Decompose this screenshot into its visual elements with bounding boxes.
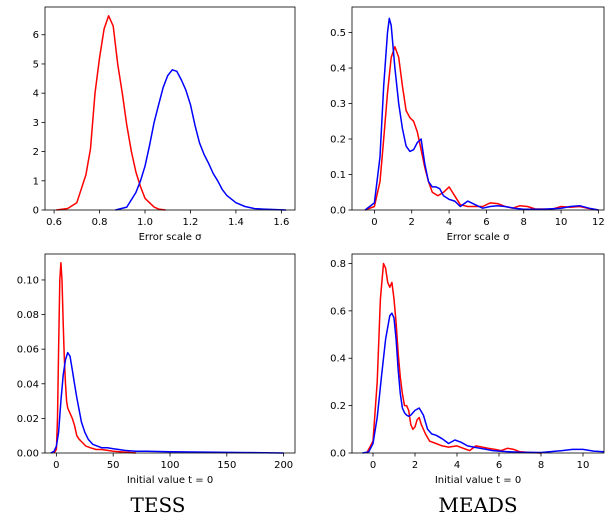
y-tick-label: 6 (33, 30, 39, 41)
series-line-2 (115, 69, 286, 211)
y-tick-label: 0.02 (17, 414, 39, 425)
y-tick-label: 4 (33, 89, 39, 100)
x-tick-label: 200 (274, 460, 293, 471)
y-tick-label: 3 (33, 118, 39, 129)
x-tick-label: 4 (454, 460, 460, 471)
x-axis-label: Initial value t = 0 (127, 475, 213, 486)
series-line-1 (364, 45, 599, 211)
y-tick-label: 0.10 (17, 275, 39, 286)
caption-right: MEADS (438, 493, 517, 517)
caption-left: TESS (131, 493, 186, 517)
x-tick-label: 4 (446, 217, 452, 228)
y-tick-label: 5 (33, 59, 39, 70)
panel-top-right: 0 2 4 6 8 10 12 0.0 0.1 0.2 0.3 0.4 0.5 Error scale σ (330, 6, 605, 243)
series-line-2 (362, 312, 605, 454)
x-tick-label: 10 (555, 217, 568, 228)
x-tick-label: 2 (412, 460, 418, 471)
y-tick-label: 0.4 (330, 64, 346, 75)
x-tick-label: 6 (483, 217, 489, 228)
x-tick-label: 50 (107, 460, 120, 471)
series-line-2 (364, 17, 599, 211)
y-tick-label: 0.4 (330, 354, 346, 365)
x-tick-label: 8 (538, 460, 544, 471)
x-tick-label: 0 (371, 217, 377, 228)
y-tick-label: 0.2 (330, 401, 346, 412)
y-tick-label: 0.08 (17, 310, 39, 321)
y-tick-label: 0.04 (17, 379, 39, 390)
plot-frame (44, 6, 296, 211)
plot-frame (351, 253, 605, 454)
x-tick-label: 2 (409, 217, 415, 228)
panel-bottom-left: 0 50 100 150 200 0.00 0.02 0.04 0.06 0.08 0.10 Init… (17, 253, 296, 486)
series-line-1 (53, 261, 136, 454)
y-tick-label: 0.6 (330, 306, 346, 317)
x-axis-label: Error scale σ (139, 232, 202, 243)
x-tick-label: 12 (592, 217, 605, 228)
y-tick-label: 0.8 (330, 259, 346, 270)
y-tick-label: 2 (33, 147, 39, 158)
x-tick-label: 0.8 (92, 217, 108, 228)
x-axis-label: Error scale σ (447, 232, 510, 243)
x-tick-label: 1.6 (273, 217, 289, 228)
series-line-1 (366, 262, 542, 454)
plot-frame (351, 6, 605, 211)
x-tick-label: 1.0 (137, 217, 153, 228)
x-tick-label: 0 (53, 460, 59, 471)
y-tick-label: 0.2 (330, 135, 346, 146)
y-tick-label: 0.0 (330, 206, 346, 217)
y-tick-label: 0.06 (17, 345, 39, 356)
x-tick-label: 6 (496, 460, 502, 471)
y-tick-label: 0.00 (17, 449, 39, 460)
x-tick-label: 10 (577, 460, 590, 471)
panel-top-left: 0.6 0.8 1.0 1.2 1.4 1.6 0 1 2 3 4 5 6 Error scale σ (33, 6, 296, 243)
x-tick-label: 150 (217, 460, 236, 471)
x-axis-label: Initial value t = 0 (435, 475, 521, 486)
series-line-2 (50, 351, 284, 454)
x-tick-label: 100 (160, 460, 179, 471)
y-tick-label: 0 (33, 206, 39, 217)
y-tick-label: 0.1 (330, 170, 346, 181)
x-tick-label: 0.6 (46, 217, 62, 228)
x-tick-label: 1.4 (228, 217, 244, 228)
y-tick-label: 1 (33, 176, 39, 187)
x-tick-label: 1.2 (183, 217, 199, 228)
y-tick-label: 0.0 (330, 449, 346, 460)
x-tick-label: 8 (521, 217, 527, 228)
panel-bottom-right: 0 2 4 6 8 10 0.0 0.2 0.4 0.6 0.8 Initial value t = … (330, 253, 605, 486)
series-line-1 (56, 15, 166, 211)
y-tick-label: 0.3 (330, 99, 346, 110)
x-tick-label: 0 (370, 460, 376, 471)
y-tick-label: 0.5 (330, 28, 346, 39)
